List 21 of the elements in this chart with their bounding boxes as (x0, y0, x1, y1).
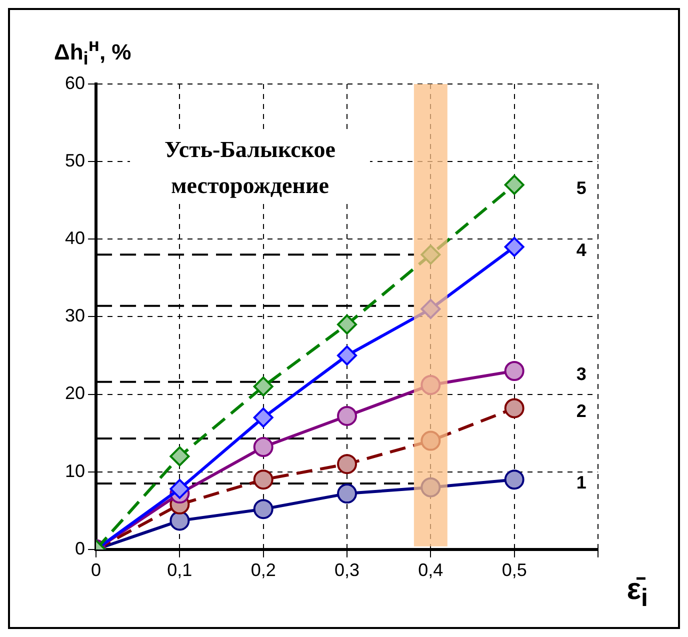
annotation: Усть-Балыкское месторождение (130, 132, 370, 204)
y-tick-label: 40 (64, 228, 86, 248)
text: 1 (576, 472, 586, 493)
text: 4 (576, 240, 586, 260)
x-tick-label: 0,4 (418, 560, 444, 580)
x-tick-label: 0 (91, 560, 102, 580)
x-axis-title: ε̄$_{i}$ (626, 573, 648, 613)
x-tick-label: 0,1 (167, 560, 192, 580)
x-tick-label: 0,5 (502, 560, 527, 580)
y-tick-label: 0 (75, 538, 86, 558)
y-tick-label: 20 (64, 383, 86, 404)
text: 5 (576, 178, 586, 198)
text: 3 (576, 364, 586, 384)
text: 2 (576, 401, 586, 422)
y-tick-label: 30 (64, 306, 86, 326)
y-tick-label: 50 (64, 150, 86, 171)
x-tick-label: 0,2 (250, 560, 276, 580)
x-tick-label: 0,3 (334, 560, 360, 580)
y-axis-title: Δh$_{i}$$^{н}$, % (54, 34, 132, 70)
y-tick-label: 60 (64, 72, 86, 93)
y-tick-label: 10 (64, 460, 86, 481)
